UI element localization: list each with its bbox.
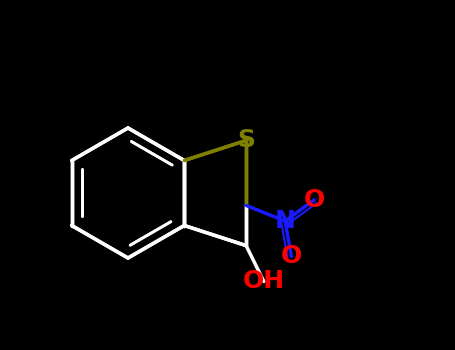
Text: OH: OH	[243, 270, 285, 293]
Text: S: S	[237, 128, 255, 152]
Text: O: O	[303, 188, 325, 212]
Text: O: O	[281, 244, 302, 268]
Text: N: N	[275, 209, 295, 233]
